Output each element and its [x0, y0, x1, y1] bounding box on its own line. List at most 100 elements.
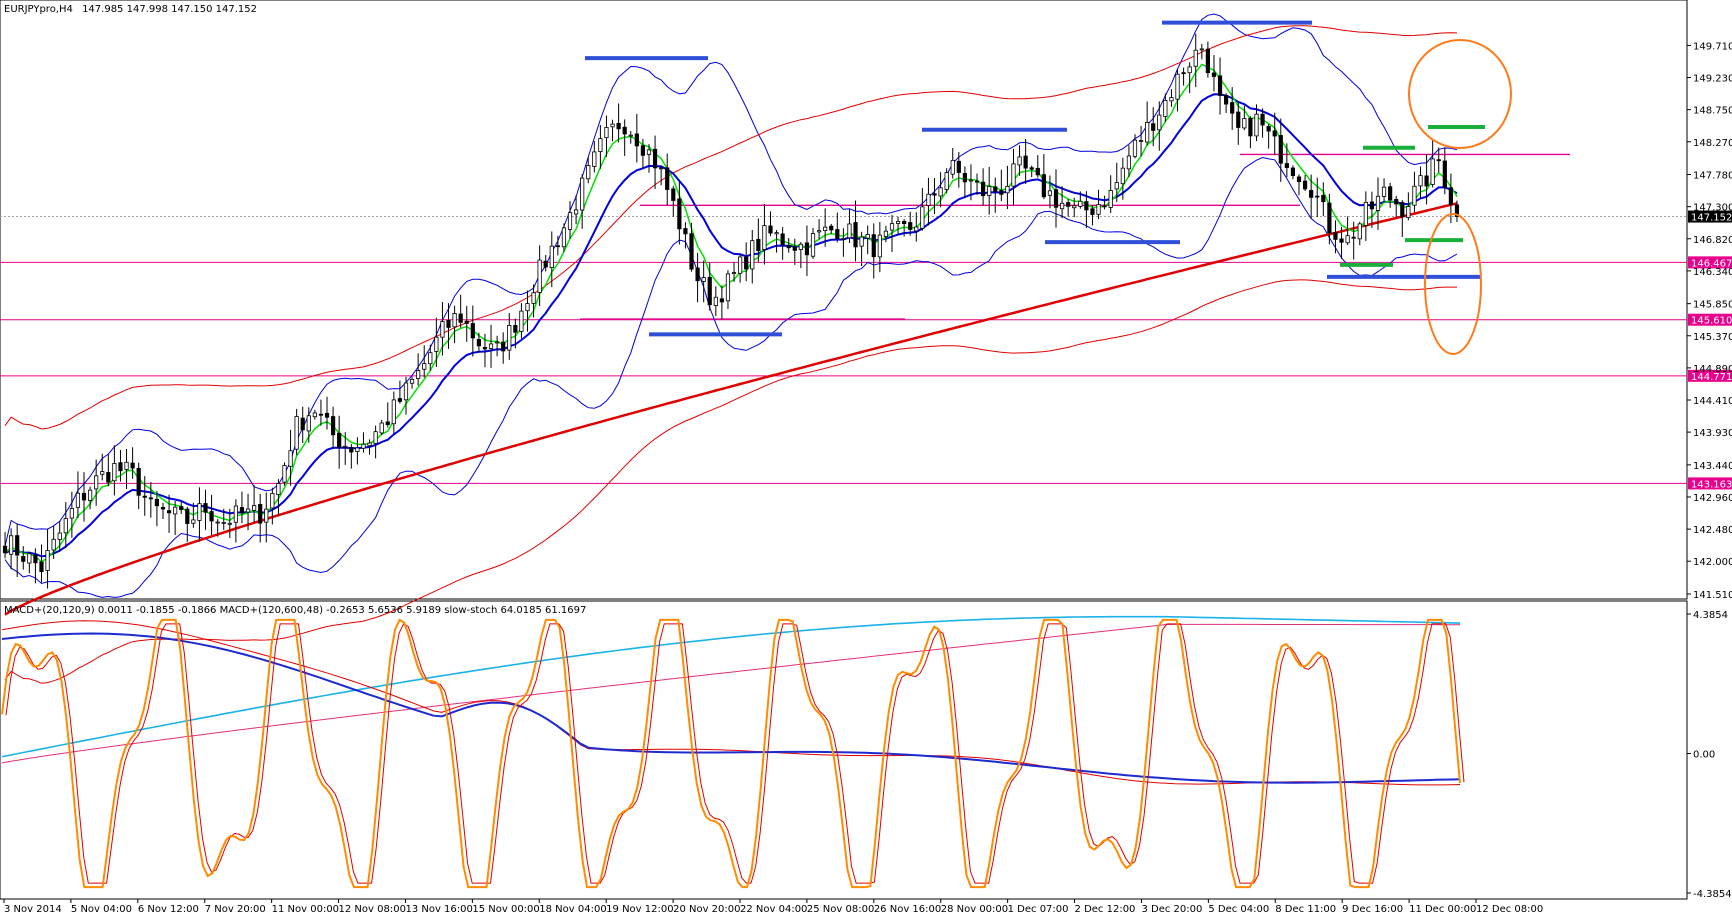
candle — [1126, 145, 1132, 178]
bull-candle — [403, 382, 409, 401]
price-tick-label: 149.230 — [1693, 74, 1732, 85]
bear-candle — [756, 238, 761, 252]
price-tick-label: 145.850 — [1693, 300, 1732, 311]
candle — [1053, 169, 1059, 228]
candle — [877, 222, 882, 273]
candle — [197, 487, 202, 542]
bear-candle — [166, 510, 172, 514]
candle — [701, 260, 706, 303]
ema-fast-line — [4, 63, 1458, 563]
candle — [1035, 155, 1040, 178]
candle — [659, 165, 664, 186]
candle — [1284, 143, 1289, 178]
price-tick-label: 146.820 — [1693, 235, 1732, 246]
candle — [932, 177, 937, 215]
bull-candle — [573, 209, 579, 215]
bear-candle — [1339, 238, 1344, 243]
candle — [391, 391, 396, 434]
bear-candle — [1351, 236, 1356, 239]
circle-top — [1408, 39, 1512, 149]
bull-candle — [306, 415, 311, 432]
bull-candle — [774, 232, 779, 235]
bollinger-lower-inner — [4, 156, 1458, 598]
candle — [1315, 177, 1320, 218]
bear-candle — [203, 503, 208, 513]
candle — [1072, 197, 1077, 218]
bull-candle — [1072, 205, 1077, 209]
candle — [1157, 101, 1162, 151]
bull-candle — [312, 412, 317, 418]
candle — [464, 305, 469, 342]
candle — [1193, 33, 1198, 88]
candle — [531, 284, 536, 318]
bull-candle — [725, 273, 731, 302]
bull-candle — [950, 159, 955, 175]
bull-candle — [938, 187, 943, 197]
bear-candle — [804, 242, 810, 256]
candle — [841, 228, 846, 257]
bull-candle — [914, 226, 919, 232]
candle — [203, 489, 208, 530]
current-price-tag — [1688, 210, 1732, 223]
bull-candle — [592, 151, 597, 167]
candle — [738, 253, 743, 283]
candle — [1138, 125, 1144, 157]
bear-candle — [993, 186, 998, 192]
main-panel — [0, 0, 1688, 600]
candle — [446, 303, 451, 349]
bull-candle — [628, 134, 633, 137]
candle — [476, 332, 481, 352]
candle — [1248, 116, 1253, 149]
bear-candle — [209, 511, 214, 522]
candle — [1120, 157, 1125, 200]
bull-candle — [1132, 139, 1138, 157]
bear-candle — [835, 229, 840, 240]
candle — [452, 305, 457, 344]
candle — [622, 119, 627, 156]
bull-candle — [823, 226, 828, 231]
candle — [45, 529, 50, 589]
bear-candle — [1029, 167, 1034, 170]
candle — [853, 200, 858, 262]
bull-candle — [252, 505, 257, 511]
bull-candle — [1430, 158, 1435, 185]
candle — [762, 203, 767, 265]
bear-candle — [1315, 195, 1320, 198]
candle — [695, 252, 700, 303]
bull-candle — [580, 177, 585, 211]
candle — [1406, 192, 1411, 221]
bull-candle — [100, 471, 105, 475]
bull-candle — [51, 538, 56, 551]
bull-candle — [1157, 114, 1162, 131]
candle — [1205, 41, 1210, 78]
candle — [1345, 216, 1350, 246]
candle — [804, 225, 810, 276]
price-tick-label: 142.480 — [1693, 525, 1732, 536]
bear-candle — [665, 167, 670, 190]
level-tag-label: 145.610 — [1691, 316, 1732, 327]
stoch-signal-line — [5, 623, 1465, 884]
candle — [586, 157, 591, 184]
bear-candle — [1454, 204, 1460, 217]
candle — [1041, 154, 1046, 200]
bear-candle — [39, 561, 44, 573]
bull-candle — [422, 363, 427, 370]
candle — [1266, 123, 1271, 149]
bull-candle — [1363, 201, 1368, 226]
bear-candle — [1205, 48, 1210, 74]
time-tick-label: 25 Nov 08:00 — [807, 904, 874, 915]
candle — [1424, 154, 1429, 205]
candle — [1199, 43, 1204, 60]
candle — [1169, 89, 1174, 107]
current-price-label: 147.152 — [1691, 213, 1732, 224]
candle — [343, 432, 348, 465]
bear-candle — [118, 462, 123, 472]
candle — [1230, 87, 1235, 130]
bear-candle — [1260, 113, 1265, 126]
candle — [33, 548, 38, 584]
candle — [1309, 174, 1314, 219]
candle — [792, 238, 797, 265]
bear-candle — [1296, 176, 1302, 183]
candle — [1017, 145, 1022, 176]
